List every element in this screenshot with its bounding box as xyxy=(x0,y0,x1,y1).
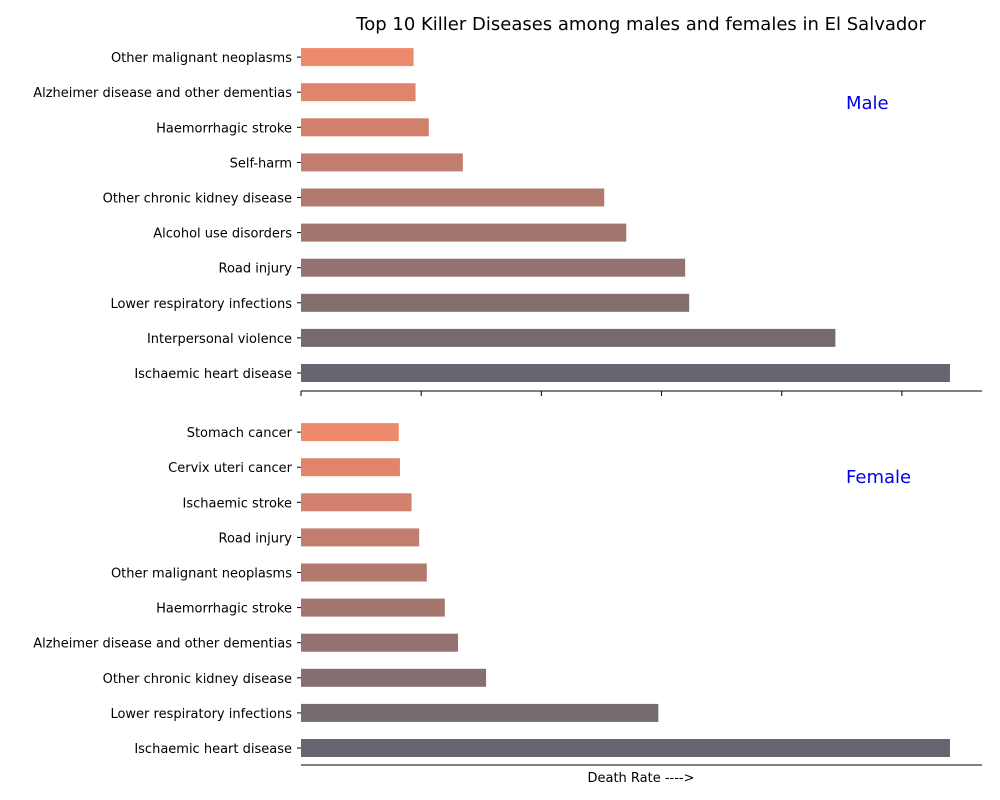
chart-title: Top 10 Killer Diseases among males and f… xyxy=(355,14,926,35)
panel-label-female: Female xyxy=(846,467,911,488)
bar-female-10 xyxy=(301,423,399,442)
bar-female-6 xyxy=(301,563,427,582)
panel-label-male: Male xyxy=(846,93,889,114)
bar-male-6 xyxy=(301,188,605,207)
category-label-female-5: Haemorrhagic stroke xyxy=(156,602,292,617)
bar-male-3 xyxy=(301,293,690,312)
category-label-female-7: Road injury xyxy=(219,531,293,546)
category-label-female-1: Ischaemic heart disease xyxy=(134,742,292,757)
bar-female-7 xyxy=(301,528,420,547)
category-label-male-1: Ischaemic heart disease xyxy=(134,367,292,382)
category-label-female-3: Other chronic kidney disease xyxy=(103,672,292,687)
bar-female-5 xyxy=(301,598,445,617)
bar-female-3 xyxy=(301,668,487,687)
panel-female: Ischaemic heart disease Lower respiratory… xyxy=(33,423,982,766)
category-label-male-9: Alzheimer disease and other dementias xyxy=(33,86,292,101)
bar-male-8 xyxy=(301,118,429,137)
bar-female-1 xyxy=(301,739,950,757)
category-label-female-2: Lower respiratory infections xyxy=(110,707,292,722)
bar-male-4 xyxy=(301,258,686,277)
bar-male-7 xyxy=(301,153,463,172)
category-label-male-8: Haemorrhagic stroke xyxy=(156,121,292,136)
bar-female-2 xyxy=(301,703,659,722)
category-label-female-4: Alzheimer disease and other dementias xyxy=(33,637,292,652)
category-label-female-9: Cervix uteri cancer xyxy=(168,461,292,476)
bar-female-8 xyxy=(301,493,412,512)
bar-male-1 xyxy=(301,364,950,382)
category-label-female-6: Other malignant neoplasms xyxy=(111,567,292,582)
category-label-male-5: Alcohol use disorders xyxy=(153,227,292,242)
category-label-male-6: Other chronic kidney disease xyxy=(103,192,292,207)
category-label-male-4: Road injury xyxy=(219,262,293,277)
category-label-male-3: Lower respiratory infections xyxy=(110,297,292,312)
x-axis-label: Death Rate ----> xyxy=(587,771,694,786)
category-label-male-10: Other malignant neoplasms xyxy=(111,51,292,66)
bar-female-9 xyxy=(301,458,400,477)
category-label-male-7: Self-harm xyxy=(230,156,292,171)
category-label-female-8: Ischaemic stroke xyxy=(183,496,292,511)
bar-male-5 xyxy=(301,223,627,242)
bar-female-4 xyxy=(301,633,459,652)
category-label-male-2: Interpersonal violence xyxy=(147,332,292,347)
category-label-female-10: Stomach cancer xyxy=(187,426,293,441)
bar-male-2 xyxy=(301,328,836,347)
bar-male-10 xyxy=(301,48,414,67)
bar-male-9 xyxy=(301,83,416,102)
panel-male: Ischaemic heart disease Interpersonal vio… xyxy=(33,48,982,396)
